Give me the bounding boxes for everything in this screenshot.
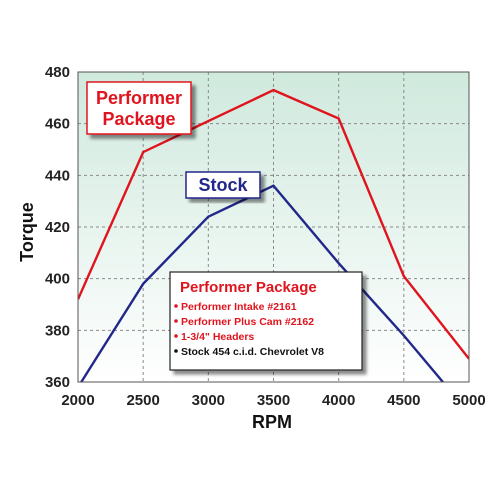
stock-callout: Stock — [185, 171, 261, 199]
stock-label: Stock — [198, 175, 248, 195]
series-line-stock — [79, 184, 444, 382]
x-tick-label: 4000 — [322, 392, 355, 409]
performer-label-line2: Package — [102, 109, 175, 129]
legend-bullet — [174, 334, 178, 338]
x-tick-label: 4500 — [387, 392, 420, 409]
x-tick-label: 2500 — [126, 392, 159, 409]
x-tick-label: 3500 — [257, 392, 290, 409]
legend-box: Performer Package Performer Intake #2161… — [169, 271, 363, 371]
legend-bullet — [174, 319, 178, 323]
y-tick-label: 380 — [45, 322, 70, 339]
legend-item: 1-3/4" Headers — [181, 331, 254, 343]
y-tick-label: 460 — [45, 116, 70, 133]
plot-frame — [77, 71, 470, 383]
y-axis-ticks: 480 460 440 420 400 380 360 — [45, 64, 70, 391]
legend-item: Performer Intake #2161 — [181, 301, 297, 313]
legend-item: Stock 454 c.i.d. Chevrolet V8 — [181, 346, 324, 358]
x-tick-label: 5000 — [452, 392, 485, 409]
y-tick-label: 480 — [45, 64, 70, 81]
y-axis-title: Torque — [17, 202, 37, 262]
legend-item: Performer Plus Cam #2162 — [181, 316, 314, 328]
y-tick-label: 360 — [45, 374, 70, 391]
x-axis-ticks: 2000 2500 3000 3500 4000 4500 5000 — [61, 392, 485, 409]
performer-callout: Performer Package — [86, 81, 192, 135]
legend-bullet — [174, 349, 178, 353]
y-tick-label: 400 — [45, 271, 70, 288]
legend-bullet — [174, 304, 178, 308]
x-axis-title: RPM — [252, 412, 292, 432]
performer-label-line1: Performer — [96, 88, 182, 108]
x-tick-label: 3000 — [192, 392, 225, 409]
legend-title: Performer Package — [180, 279, 317, 296]
y-tick-label: 440 — [45, 167, 70, 184]
series-group — [78, 88, 469, 382]
y-tick-label: 420 — [45, 219, 70, 236]
x-tick-label: 2000 — [61, 392, 94, 409]
series-line-performer-package — [78, 88, 469, 360]
